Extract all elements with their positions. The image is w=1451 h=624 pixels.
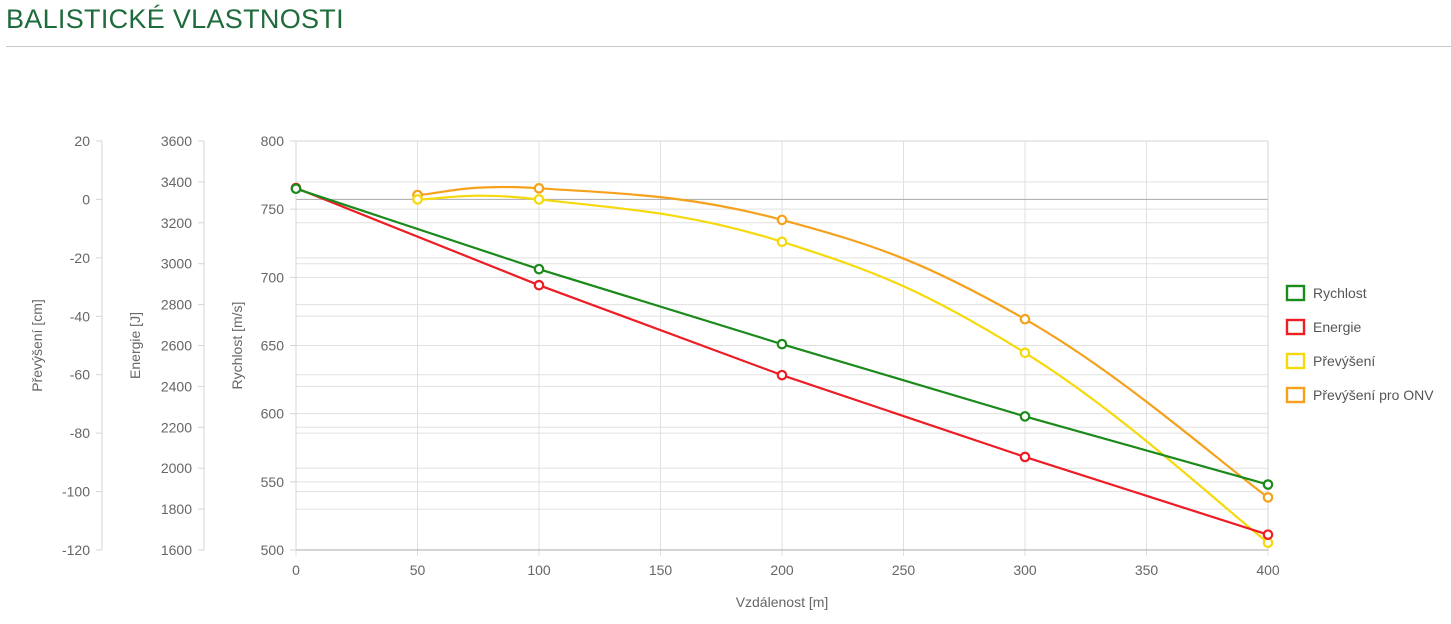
x-tick-label: 300 [1013, 562, 1037, 578]
x-axis-title: Vzdálenost [m] [736, 594, 829, 610]
data-point-energie [533, 279, 545, 291]
rychlost-tick-label: 500 [261, 542, 285, 558]
data-point-rychlost [1019, 411, 1031, 422]
data-point-p-ev-en-pro-onv [1262, 492, 1274, 503]
prevyseni-tick-label: 0 [82, 191, 90, 207]
legend-swatch-energie [1285, 318, 1306, 336]
rychlost-tick-label: 600 [261, 406, 285, 422]
prevyseni-tick-label: -120 [62, 542, 90, 558]
chart-legend: Rychlost Energie Převýšení Převýšení pro ON… [1285, 284, 1434, 404]
energie-tick-label: 2800 [161, 297, 192, 313]
x-tick-label: 50 [410, 562, 426, 578]
data-point-p-ev-en-pro-onv [776, 214, 788, 226]
energie-tick-label: 2400 [161, 378, 192, 394]
energie-tick-label: 3600 [161, 133, 192, 149]
energie-tick-label: 1800 [161, 501, 192, 517]
x-tick-label: 350 [1135, 562, 1159, 578]
data-point-rychlost [776, 338, 788, 350]
prevyseni-tick-label: -80 [70, 425, 90, 441]
series-line-p-ev-en [417, 194, 1269, 544]
energie-tick-label: 3000 [161, 256, 192, 272]
data-point-energie [1019, 451, 1031, 463]
data-point-p-ev-en [776, 236, 788, 248]
rychlost-tick-label: 650 [261, 338, 285, 354]
chart-series [290, 182, 1274, 548]
energie-tick-label: 3200 [161, 215, 192, 231]
x-tick-label: 150 [649, 562, 673, 578]
legend-swatch-p-ev-en [1285, 352, 1306, 370]
legend-swatch-rychlost [1285, 284, 1306, 302]
page-title: BALISTICKÉ VLASTNOSTI [6, 4, 344, 34]
prevyseni-tick-label: -20 [70, 250, 90, 266]
data-point-rychlost [290, 183, 302, 195]
data-point-p-ev-en [412, 194, 423, 205]
x-tick-label: 400 [1256, 562, 1280, 578]
data-point-p-ev-en-pro-onv [1019, 313, 1031, 325]
legend-label-energie: Energie [1313, 319, 1361, 335]
energie-tick-label: 3400 [161, 174, 192, 190]
data-point-rychlost [533, 263, 545, 275]
legend-label-rychlost: Rychlost [1313, 285, 1367, 301]
rychlost-tick-label: 700 [261, 269, 285, 285]
prevyseni-tick-label: -100 [62, 484, 90, 500]
data-point-p-ev-en [1019, 347, 1031, 359]
prevyseni-tick-label: 20 [74, 133, 90, 149]
energie-tick-label: 2600 [161, 338, 192, 354]
x-tick-label: 0 [292, 562, 300, 578]
energie-tick-label: 1600 [161, 542, 192, 558]
energie-tick-label: 2000 [161, 460, 192, 476]
data-point-p-ev-en [533, 194, 545, 205]
x-tick-label: 250 [892, 562, 916, 578]
series-line-p-ev-en-pro-onv [417, 185, 1269, 499]
energie-axis-title: Energie [J] [127, 312, 143, 379]
prevyseni-tick-label: -60 [70, 367, 90, 383]
x-tick-label: 100 [527, 562, 551, 578]
prevyseni-tick-label: -40 [70, 308, 90, 324]
legend-label-p-ev-en-pro-onv: Převýšení pro ONV [1313, 387, 1434, 403]
x-tick-label: 200 [770, 562, 794, 578]
prevyseni-axis-title: Převýšení [cm] [29, 299, 45, 392]
rychlost-tick-label: 750 [261, 201, 285, 217]
legend-swatch-p-ev-en-pro-onv [1285, 386, 1306, 404]
data-point-rychlost [1262, 479, 1274, 490]
data-point-energie [776, 369, 788, 381]
rychlost-tick-label: 550 [261, 474, 285, 490]
data-point-p-ev-en-pro-onv [533, 183, 545, 194]
energie-tick-label: 2200 [161, 419, 192, 435]
legend-label-p-ev-en: Převýšení [1313, 353, 1375, 369]
data-point-energie [1262, 529, 1274, 540]
title-divider [6, 46, 1451, 47]
rychlost-axis-title: Rychlost [m/s] [229, 302, 245, 390]
rychlost-tick-label: 800 [261, 133, 285, 149]
